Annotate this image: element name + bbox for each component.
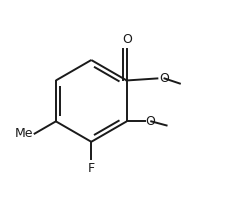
Text: F: F xyxy=(88,162,95,175)
Text: O: O xyxy=(122,33,132,46)
Text: O: O xyxy=(159,72,169,85)
Text: O: O xyxy=(146,115,155,128)
Text: Me: Me xyxy=(14,127,33,140)
